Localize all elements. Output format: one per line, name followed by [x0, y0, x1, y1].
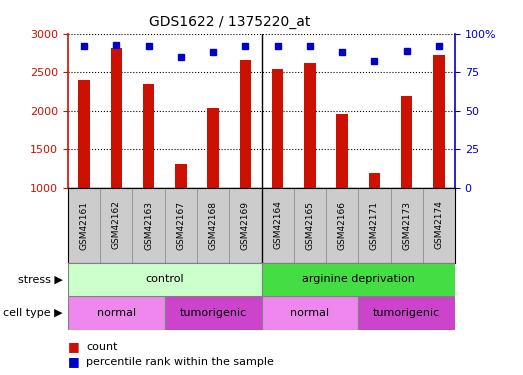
- Text: GSM42173: GSM42173: [402, 201, 411, 249]
- Text: normal: normal: [97, 308, 136, 318]
- Text: GSM42174: GSM42174: [435, 201, 444, 249]
- Text: GSM42162: GSM42162: [112, 201, 121, 249]
- Bar: [78, 80, 90, 188]
- Bar: [111, 48, 122, 188]
- Bar: [143, 84, 154, 188]
- Bar: [272, 69, 283, 188]
- Bar: [68, 296, 165, 330]
- Bar: [262, 262, 455, 296]
- Text: GSM42169: GSM42169: [241, 201, 250, 249]
- Bar: [68, 262, 262, 296]
- Bar: [240, 60, 251, 188]
- Bar: [165, 296, 262, 330]
- Bar: [433, 54, 445, 188]
- Text: GSM42163: GSM42163: [144, 201, 153, 249]
- Text: cell type ▶: cell type ▶: [3, 308, 63, 318]
- Text: ■: ■: [68, 356, 79, 368]
- Text: ■: ■: [68, 340, 79, 353]
- Text: GSM42164: GSM42164: [273, 201, 282, 249]
- Bar: [401, 96, 412, 188]
- Text: normal: normal: [290, 308, 329, 318]
- Text: GSM42168: GSM42168: [209, 201, 218, 249]
- Text: stress ▶: stress ▶: [18, 274, 63, 284]
- Text: count: count: [86, 342, 118, 352]
- Bar: [358, 296, 455, 330]
- Bar: [175, 164, 187, 188]
- Bar: [208, 108, 219, 188]
- Text: GSM42161: GSM42161: [79, 201, 88, 249]
- Bar: [262, 296, 358, 330]
- Text: GSM42165: GSM42165: [305, 201, 314, 249]
- Bar: [336, 114, 348, 188]
- Text: tumorigenic: tumorigenic: [373, 308, 440, 318]
- Text: GSM42167: GSM42167: [176, 201, 185, 249]
- Bar: [369, 172, 380, 188]
- Text: control: control: [145, 274, 184, 284]
- Text: GSM42166: GSM42166: [338, 201, 347, 249]
- Text: arginine deprivation: arginine deprivation: [302, 274, 415, 284]
- Text: GSM42171: GSM42171: [370, 201, 379, 249]
- Bar: [304, 63, 315, 188]
- Text: percentile rank within the sample: percentile rank within the sample: [86, 357, 274, 367]
- Text: tumorigenic: tumorigenic: [179, 308, 247, 318]
- Text: GDS1622 / 1375220_at: GDS1622 / 1375220_at: [150, 15, 311, 29]
